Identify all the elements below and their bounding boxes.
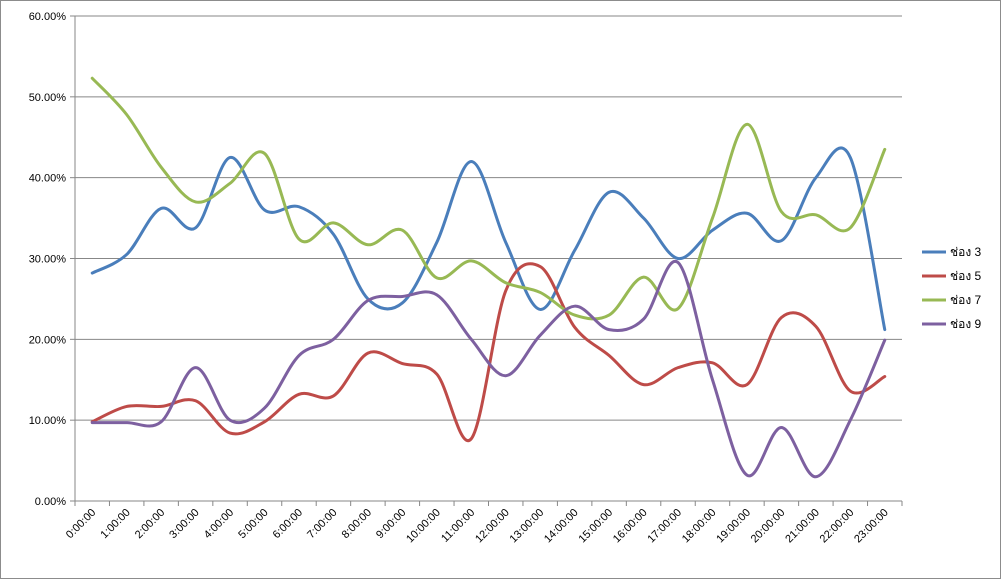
x-tick-label: 14:00:00 bbox=[542, 507, 581, 546]
series-line-4 bbox=[90, 259, 887, 479]
x-tick-label: 9:00:00 bbox=[374, 507, 408, 541]
x-tick-label: 5:00:00 bbox=[236, 507, 270, 541]
x-tick-label: 0:00:00 bbox=[64, 507, 98, 541]
legend-label: ช่อง 7 bbox=[950, 293, 982, 307]
x-tick-label: 20:00:00 bbox=[749, 507, 788, 546]
y-tick-label: 0.00% bbox=[35, 496, 66, 508]
x-tick-label: 13:00:00 bbox=[508, 507, 547, 546]
y-tick-label: 50.00% bbox=[29, 92, 67, 104]
y-tick-label: 20.00% bbox=[29, 334, 67, 346]
gridlines bbox=[75, 15, 902, 421]
x-tick-label: 22:00:00 bbox=[818, 507, 857, 546]
x-tick-label: 8:00:00 bbox=[340, 507, 374, 541]
x-tick-label: 21:00:00 bbox=[783, 507, 822, 546]
series-line-3 bbox=[90, 76, 887, 321]
x-tick-label: 17:00:00 bbox=[645, 507, 684, 546]
x-tick-label: 16:00:00 bbox=[611, 507, 650, 546]
y-axis-ticks: 0.00% 10.00% 20.00% 30.00% 40.00% 50.00% 60.00… bbox=[29, 11, 75, 508]
x-tick-label: 23:00:00 bbox=[852, 507, 891, 546]
x-tick-label: 18:00:00 bbox=[680, 507, 719, 546]
series-lines bbox=[90, 76, 887, 479]
x-tick-label: 2:00:00 bbox=[133, 507, 167, 541]
x-tick-label: 4:00:00 bbox=[202, 507, 236, 541]
y-tick-label: 30.00% bbox=[29, 254, 67, 266]
series-line-1 bbox=[90, 146, 887, 332]
x-tick-label: 7:00:00 bbox=[305, 507, 339, 541]
y-tick-label: 60.00% bbox=[29, 11, 67, 23]
x-tick-label: 15:00:00 bbox=[576, 507, 615, 546]
series-line-2 bbox=[90, 262, 887, 443]
x-axis-ticks: 0:00:00 1:00:00 2:00:00 3:00:00 4:00:00 5:00:… bbox=[64, 501, 903, 546]
x-tick-label: 10:00:00 bbox=[404, 507, 443, 546]
legend-label: ช่อง 9 bbox=[950, 317, 982, 331]
x-tick-label: 12:00:00 bbox=[473, 507, 512, 546]
x-tick-label: 6:00:00 bbox=[271, 507, 305, 541]
y-tick-label: 40.00% bbox=[29, 173, 67, 185]
legend: ช่อง 3 ช่อง 5 ช่อง 7 ช่อง 9 bbox=[922, 245, 982, 331]
y-tick-label: 10.00% bbox=[29, 415, 67, 427]
x-tick-label: 1:00:00 bbox=[98, 507, 132, 541]
x-tick-label: 11:00:00 bbox=[439, 507, 477, 545]
legend-label: ช่อง 3 bbox=[950, 245, 982, 259]
x-tick-label: 19:00:00 bbox=[714, 507, 753, 546]
x-tick-label: 3:00:00 bbox=[167, 507, 201, 541]
legend-label: ช่อง 5 bbox=[950, 269, 982, 283]
